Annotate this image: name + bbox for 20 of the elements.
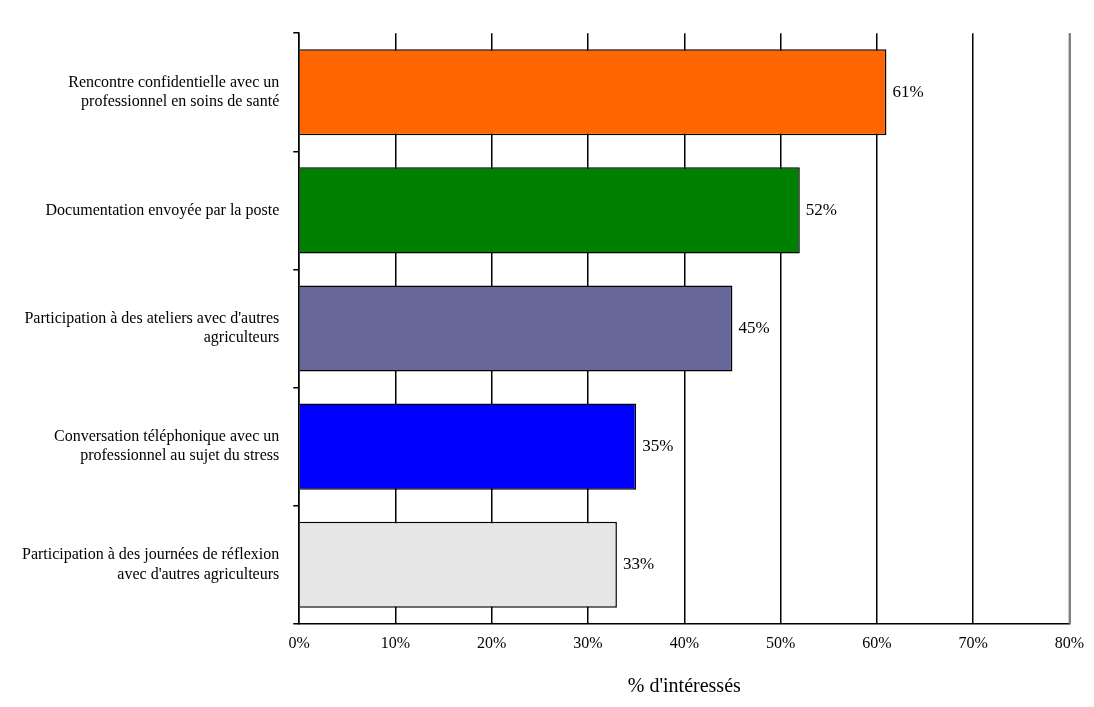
y-tick-label: Rencontre confidentielle avec un professionnel en soins de santé (68, 72, 280, 111)
x-tick-label: 30% (573, 633, 603, 651)
data-label: 45% (738, 317, 770, 337)
y-tick-label: Participation à des ateliers avec d'autres agriculteurs (24, 309, 280, 347)
y-tick-label: Documentation envoyée par la poste (45, 200, 280, 219)
y-tick-label: Conversation téléphonique avec un professionnel au sujet du stress (53, 427, 280, 465)
x-tick-label: 50% (765, 633, 796, 651)
y-tick-label: Participation à des journées de réflexion avec d'autres agriculteurs (21, 545, 280, 583)
x-axis-title: % d'intéressés (627, 674, 742, 697)
x-tick-label: 40% (669, 633, 699, 651)
x-tick-label: 0% (288, 633, 310, 651)
x-tick-label: 70% (958, 633, 988, 651)
x-tick-label: 60% (862, 633, 892, 651)
data-label: 35% (642, 436, 674, 456)
data-label: 52% (805, 199, 837, 219)
x-tick-label: 20% (477, 633, 507, 651)
x-tick-label: 10% (380, 633, 411, 651)
x-tick-label: 80% (1054, 633, 1084, 651)
data-label: 61% (892, 81, 924, 101)
data-label: 33% (622, 554, 655, 574)
